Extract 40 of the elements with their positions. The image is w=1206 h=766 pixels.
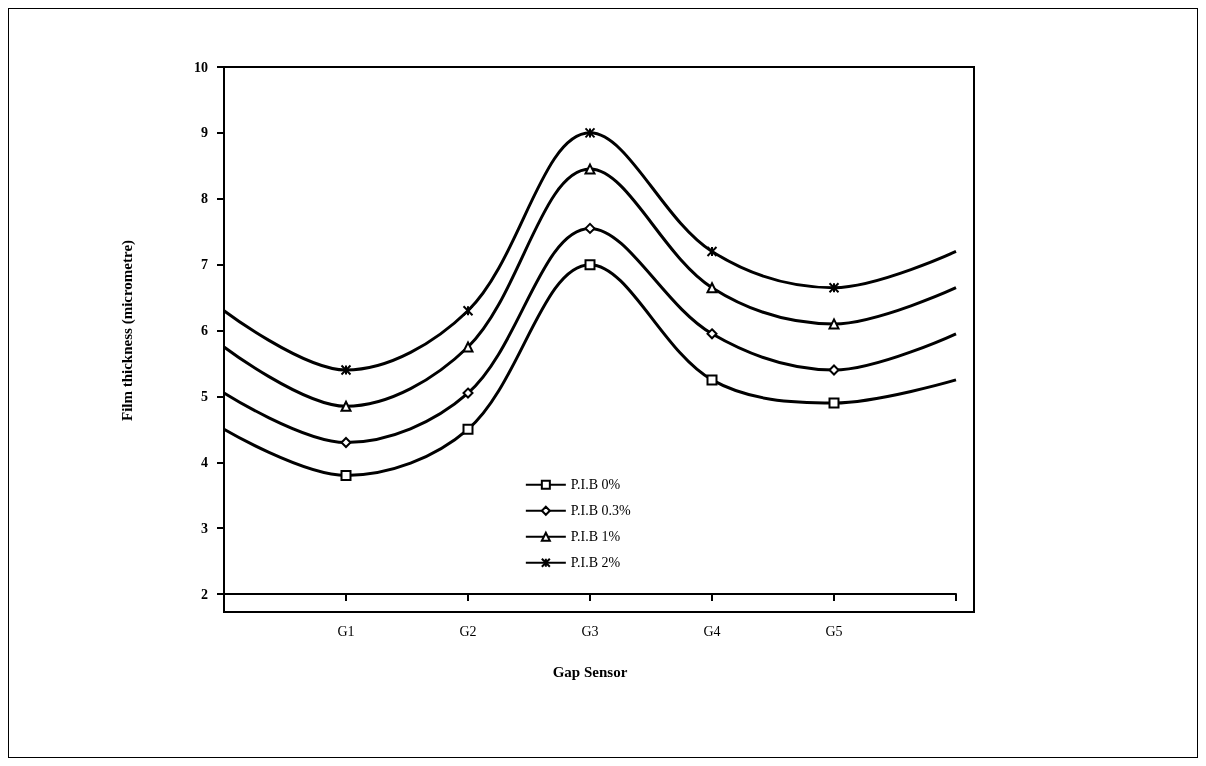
point — [706, 245, 718, 257]
y-tick-label: 8 — [201, 191, 208, 207]
point — [462, 387, 474, 399]
point — [340, 364, 352, 376]
point — [706, 282, 718, 294]
x-tick-label: G4 — [703, 623, 721, 639]
y-tick-label: 7 — [201, 257, 208, 273]
x-tick-label: G5 — [825, 623, 843, 639]
point — [584, 259, 596, 271]
x-tick-label: G2 — [459, 623, 477, 639]
legend-label: P.I.B 2% — [570, 555, 621, 571]
point — [828, 397, 840, 409]
point — [584, 127, 596, 139]
point — [462, 423, 474, 435]
point — [462, 305, 474, 317]
point — [340, 400, 352, 412]
legend-label: P.I.B 1% — [570, 529, 621, 545]
point — [828, 364, 840, 376]
y-tick-label: 9 — [201, 125, 208, 141]
point — [706, 328, 718, 340]
y-axis-title: Film thickness (micrometre) — [118, 239, 136, 422]
y-tick-label: 3 — [201, 520, 208, 536]
x-axis-title: Gap Sensor — [552, 663, 628, 680]
point — [584, 163, 596, 175]
point — [340, 469, 352, 481]
point — [584, 222, 596, 234]
point — [828, 318, 840, 330]
legend-label: P.I.B 0% — [570, 477, 621, 493]
x-tick-label: G1 — [337, 623, 355, 639]
legend-label: P.I.B 0.3% — [570, 503, 632, 519]
y-tick-label: 5 — [201, 388, 208, 404]
point — [706, 374, 718, 386]
point — [340, 436, 352, 448]
point — [462, 341, 474, 353]
y-tick-label: 10 — [194, 59, 208, 75]
x-tick-label: G3 — [581, 623, 599, 639]
y-tick-label: 6 — [201, 323, 208, 338]
y-tick-label: 4 — [201, 454, 208, 470]
point — [828, 282, 840, 294]
y-tick-label: 2 — [201, 586, 208, 602]
